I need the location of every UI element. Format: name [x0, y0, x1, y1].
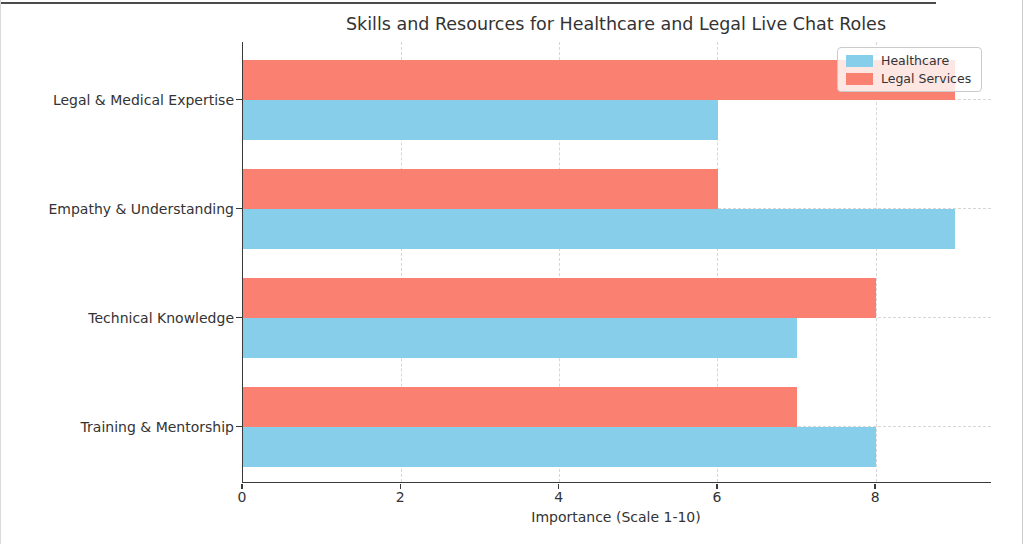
bar-healthcare	[243, 209, 955, 249]
x-tick-label: 6	[712, 489, 721, 505]
y-tick-mark	[236, 317, 242, 319]
legend-label: Healthcare	[881, 53, 949, 68]
legend-swatch-icon	[846, 55, 873, 67]
x-gridline	[876, 42, 877, 482]
x-axis-label: Importance (Scale 1-10)	[242, 509, 990, 525]
legend-entry: Legal Services	[846, 71, 971, 86]
y-tick-mark	[236, 99, 242, 101]
y-category-label: Training & Mentorship	[0, 417, 234, 437]
y-tick-mark	[236, 208, 242, 210]
plot-area	[242, 42, 991, 483]
bar-legal-services	[243, 387, 797, 427]
bar-healthcare	[243, 100, 718, 140]
bar-legal-services	[243, 278, 876, 318]
y-tick-mark	[236, 426, 242, 428]
x-tick-label: 4	[554, 489, 563, 505]
y-category-label: Legal & Medical Expertise	[0, 90, 234, 110]
x-tick-mark	[400, 484, 402, 489]
x-tick-label: 2	[396, 489, 405, 505]
chart-title: Skills and Resources for Healthcare and …	[242, 14, 990, 34]
bar-healthcare	[243, 318, 797, 358]
x-tick-mark	[558, 484, 560, 489]
x-tick-mark	[874, 484, 876, 489]
window-edge-left	[0, 0, 1, 544]
y-category-label: Empathy & Understanding	[0, 199, 234, 219]
legend: Healthcare Legal Services	[837, 47, 982, 92]
bar-chart-figure: Skills and Resources for Healthcare and …	[0, 0, 1024, 544]
legend-swatch-icon	[846, 73, 873, 85]
bar-legal-services	[243, 169, 718, 209]
x-tick-mark	[716, 484, 718, 489]
legend-entry: Healthcare	[846, 53, 971, 68]
x-tick-mark	[241, 484, 243, 489]
window-edge-right	[1022, 0, 1023, 544]
y-category-label: Technical Knowledge	[0, 308, 234, 328]
bar-healthcare	[243, 427, 876, 467]
x-tick-label: 8	[871, 489, 880, 505]
legend-label: Legal Services	[881, 71, 971, 86]
window-edge-top	[0, 2, 936, 4]
x-tick-label: 0	[238, 489, 247, 505]
